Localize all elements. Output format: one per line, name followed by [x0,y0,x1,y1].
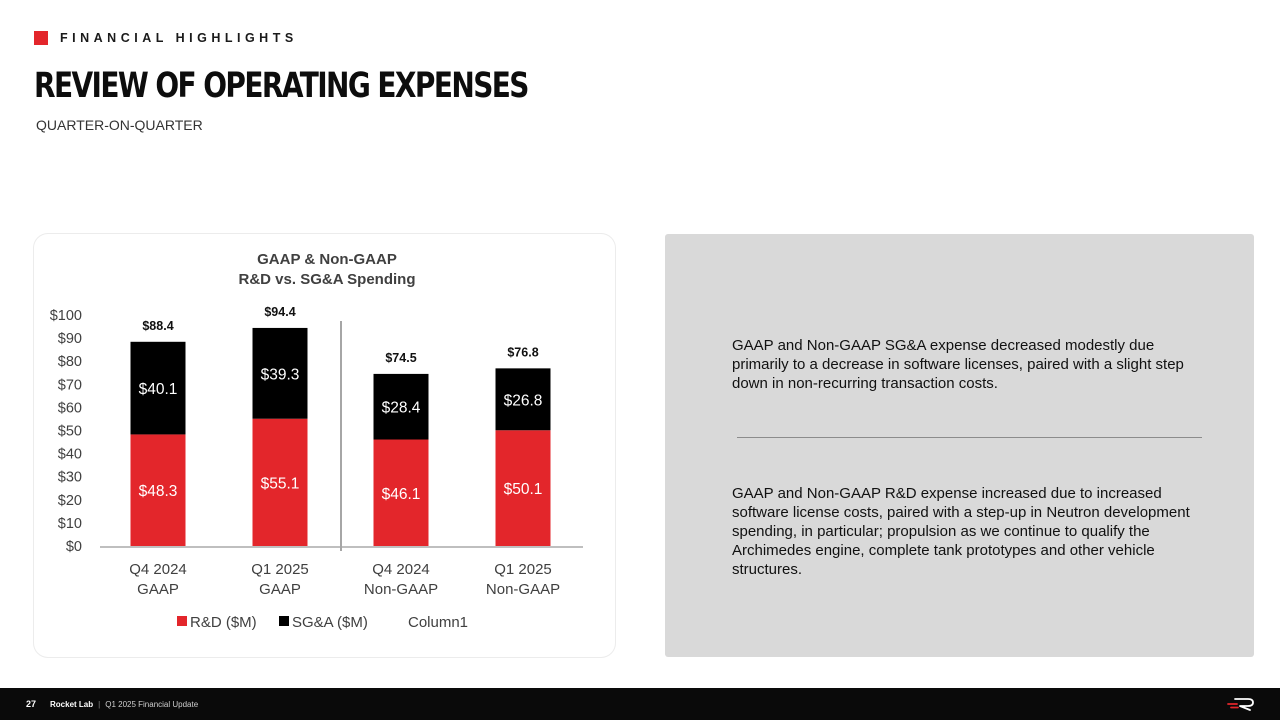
y-tick-label: $40 [58,447,82,463]
x-category-label: GAAP [259,581,301,598]
y-tick-label: $60 [58,400,82,416]
y-tick-label: $100 [50,308,82,324]
page-title: REVIEW OF OPERATING EXPENSES [34,66,529,106]
page-number: 27 [26,699,37,709]
legend-swatch [279,616,289,626]
x-category-label: Non-GAAP [364,581,438,598]
y-tick-label: $20 [58,493,82,509]
legend-swatch [177,616,187,626]
y-tick-label: $90 [58,331,82,347]
bar-data-label: $50.1 [504,481,543,498]
bar-data-label: $46.1 [382,486,421,503]
x-category-label: Q1 2025 [494,561,552,578]
bar-data-label: $40.1 [139,381,178,398]
bar-total-label: $76.8 [507,345,538,359]
bar-segment [495,368,551,431]
stacked-bar-chart: GAAP & Non-GAAP R&D vs. SG&A Spending $0 $1… [50,251,583,631]
legend-label: SG&A ($M) [292,614,368,631]
sga-commentary: GAAP and Non-GAAP SG&A expense decreased… [732,337,1184,392]
bar-segment [373,439,429,546]
x-category-label: Q1 2025 [251,561,309,578]
commentary-divider [737,437,1202,438]
bar-data-label: $26.8 [504,392,543,409]
bar-data-label: $48.3 [139,483,178,500]
rd-commentary: GAAP and Non-GAAP R&D expense increased … [732,485,1190,578]
rocket-lab-logo-icon [1227,698,1254,711]
y-tick-label: $80 [58,354,82,370]
x-category-label: Q4 2024 [372,561,430,578]
legend-label-column1: Column1 [408,614,468,631]
bar-data-label: $28.4 [382,400,421,417]
page-subtitle: QUARTER-ON-QUARTER [36,117,203,133]
bar-total-label: $88.4 [142,319,173,333]
bar-data-label: $39.3 [261,366,300,383]
y-tick-label: $10 [58,516,82,532]
kicker-text: FINANCIAL HIGHLIGHTS [60,31,298,45]
bar-segment [130,434,186,546]
bar-segment [130,341,186,435]
x-category-label: Q4 2024 [129,561,187,578]
x-category-label: GAAP [137,581,179,598]
commentary-panel: GAAP and Non-GAAP SG&A expense decreased… [665,234,1254,657]
chart-title-line: GAAP & Non-GAAP [257,251,397,268]
footer-report-title: Q1 2025 Financial Update [105,699,199,709]
bar-segment [252,418,308,546]
footer-bar: 27 Rocket Lab | Q1 2025 Financial Update [0,688,1280,720]
y-tick-label: $50 [58,424,82,440]
kicker-square-icon [34,31,48,45]
legend-label: R&D ($M) [190,614,257,631]
bar-segment [373,373,429,440]
section-kicker: FINANCIAL HIGHLIGHTS [34,30,298,46]
y-tick-label: $0 [66,539,82,555]
bar-segment [252,327,308,419]
bar-segment [495,430,551,546]
y-tick-label: $30 [58,470,82,486]
chart-title-line: R&D vs. SG&A Spending [239,271,416,288]
x-category-label: Non-GAAP [486,581,560,598]
footer-company: Rocket Lab [50,699,94,709]
chart-card: GAAP & Non-GAAP R&D vs. SG&A Spending $0 $1… [34,234,615,657]
bar-total-label: $74.5 [385,351,416,365]
bar-data-label: $55.1 [261,475,300,492]
footer-separator: | [98,699,101,709]
bar-total-label: $94.4 [264,305,295,319]
y-tick-label: $70 [58,377,82,393]
